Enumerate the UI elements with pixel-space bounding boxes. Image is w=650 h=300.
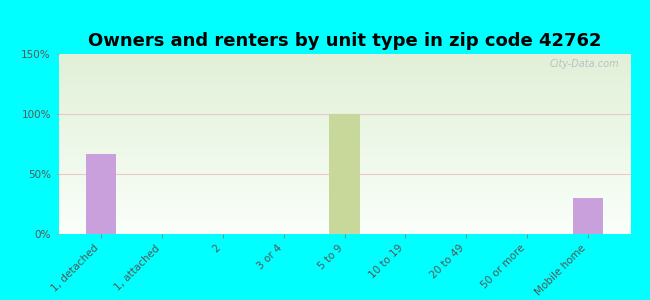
Bar <box>573 198 603 234</box>
Title: Owners and renters by unit type in zip code 42762: Owners and renters by unit type in zip c… <box>88 32 601 50</box>
Bar <box>86 154 116 234</box>
Bar <box>330 114 359 234</box>
Text: City-Data.com: City-Data.com <box>549 59 619 69</box>
